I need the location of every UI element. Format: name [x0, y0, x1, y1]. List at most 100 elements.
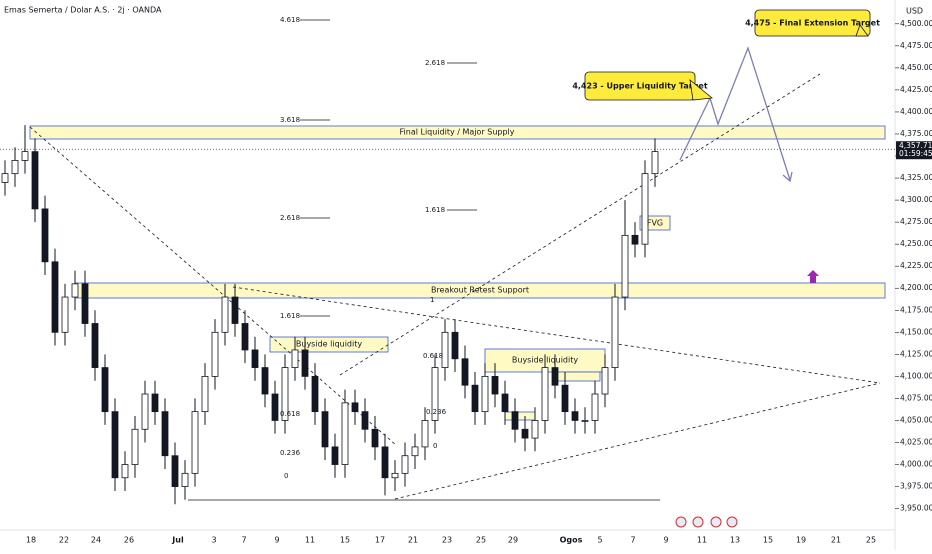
x-tick-label: 7 — [630, 536, 635, 545]
x-tick-label: 26 — [124, 536, 134, 545]
y-tick-label: 3,950.000 — [900, 504, 932, 513]
x-tick-label: 11 — [305, 536, 315, 545]
zone-label: Final Liquidity / Major Supply — [400, 128, 515, 137]
fib-label: 4.618 — [280, 16, 300, 24]
candle-body — [141, 393, 149, 430]
candle-body — [241, 323, 249, 351]
y-tick-label: 3,975.000 — [900, 482, 932, 491]
x-tick-label: 24 — [91, 536, 101, 545]
candle-body — [31, 151, 39, 210]
candle-body — [521, 428, 529, 439]
x-tick-label: 9 — [274, 536, 279, 545]
x-tick-label: 11 — [697, 536, 707, 545]
y-tick-label: 4,125.000 — [900, 349, 932, 358]
candle-body — [61, 296, 69, 333]
event-icon — [692, 516, 704, 528]
y-tick-label: 4,175.000 — [900, 305, 932, 314]
candle-body — [451, 331, 459, 360]
candle-body — [331, 446, 339, 465]
fib-label: 2.618 — [280, 214, 300, 222]
x-tick-label: 13 — [730, 536, 740, 545]
candle-body — [251, 349, 259, 368]
candle-body — [541, 367, 549, 421]
candle-body — [631, 234, 639, 245]
candle-body — [461, 358, 469, 386]
candle-body — [431, 367, 439, 421]
callout-label: 4,423 - Upper Liquidity Target — [572, 82, 708, 91]
candle-body — [421, 420, 429, 448]
y-tick-label: 4,375.000 — [900, 129, 932, 138]
candle-body — [41, 208, 49, 263]
y-tick-label: 4,500.000 — [900, 19, 932, 28]
fib-label: 1.618 — [280, 312, 300, 320]
x-tick-label: 19 — [796, 536, 806, 545]
candle-body — [411, 446, 419, 457]
candle-body — [131, 428, 139, 465]
y-tick-label: 4,325.000 — [900, 173, 932, 182]
candle-body — [491, 375, 499, 395]
callout-pointer — [855, 24, 869, 37]
candle-body — [591, 393, 599, 421]
trendline — [394, 382, 881, 500]
candle-body — [231, 296, 239, 324]
candle-body — [351, 402, 359, 413]
candle-body — [481, 375, 489, 413]
candle-body — [71, 283, 79, 298]
candle-body — [601, 367, 609, 395]
candle-body — [371, 428, 379, 448]
candle-body — [191, 411, 199, 474]
candle-body — [341, 402, 349, 465]
last-price-box — [896, 141, 932, 160]
callout-label: 4,475 - Final Extension Target — [745, 19, 880, 28]
candle-body — [611, 296, 619, 368]
candle-body — [261, 367, 269, 395]
x-tick-label: 25 — [866, 536, 876, 545]
zone-label: FVG — [647, 219, 663, 228]
callout-pointer — [689, 79, 713, 101]
candle-body — [1, 173, 9, 183]
candle-body — [151, 393, 159, 413]
x-tick-label: 9 — [663, 536, 668, 545]
y-tick-label: 4,000.000 — [900, 460, 932, 469]
chart-title: Emas Semerta / Dolar A.S. · 2j · OANDA — [4, 6, 162, 15]
candle-body — [281, 367, 289, 421]
candle-body — [311, 375, 319, 413]
candle-body — [161, 411, 169, 457]
trendline — [339, 73, 821, 376]
x-tick-label: 25 — [476, 536, 486, 545]
candle-body — [11, 160, 19, 175]
candle-body — [201, 375, 209, 413]
event-icon — [726, 516, 738, 528]
x-tick-label: 23 — [442, 536, 452, 545]
callout-box — [754, 9, 871, 37]
candle-body — [471, 384, 479, 413]
fib-label: 1 — [430, 296, 434, 304]
fib-label: 0 — [284, 472, 288, 480]
x-tick-label: 21 — [831, 536, 841, 545]
projection-path — [679, 46, 791, 181]
x-tick-label: 17 — [375, 536, 385, 545]
fib-label: 0.236 — [426, 408, 447, 416]
x-tick-label: 18 — [26, 536, 36, 545]
small-zone — [504, 411, 536, 421]
candle-body — [291, 349, 299, 368]
x-tick-label: 21 — [408, 536, 418, 545]
y-tick-label: 4,050.000 — [900, 415, 932, 424]
fib-label: 0 — [433, 442, 437, 450]
candle-body — [651, 151, 659, 175]
candle-body — [271, 393, 279, 421]
candle-body — [561, 384, 569, 413]
y-tick-label: 4,300.000 — [900, 195, 932, 204]
fib-label: 2.618 — [425, 59, 445, 67]
candle-body — [181, 472, 189, 487]
candle-body — [621, 234, 629, 298]
candle-body — [571, 411, 579, 421]
y-tick-label: 4,200.000 — [900, 283, 932, 292]
supply-zone — [29, 125, 886, 140]
candle-body — [211, 331, 219, 377]
trendline — [29, 126, 397, 446]
candle-body — [381, 446, 389, 479]
candle-body — [641, 173, 649, 245]
